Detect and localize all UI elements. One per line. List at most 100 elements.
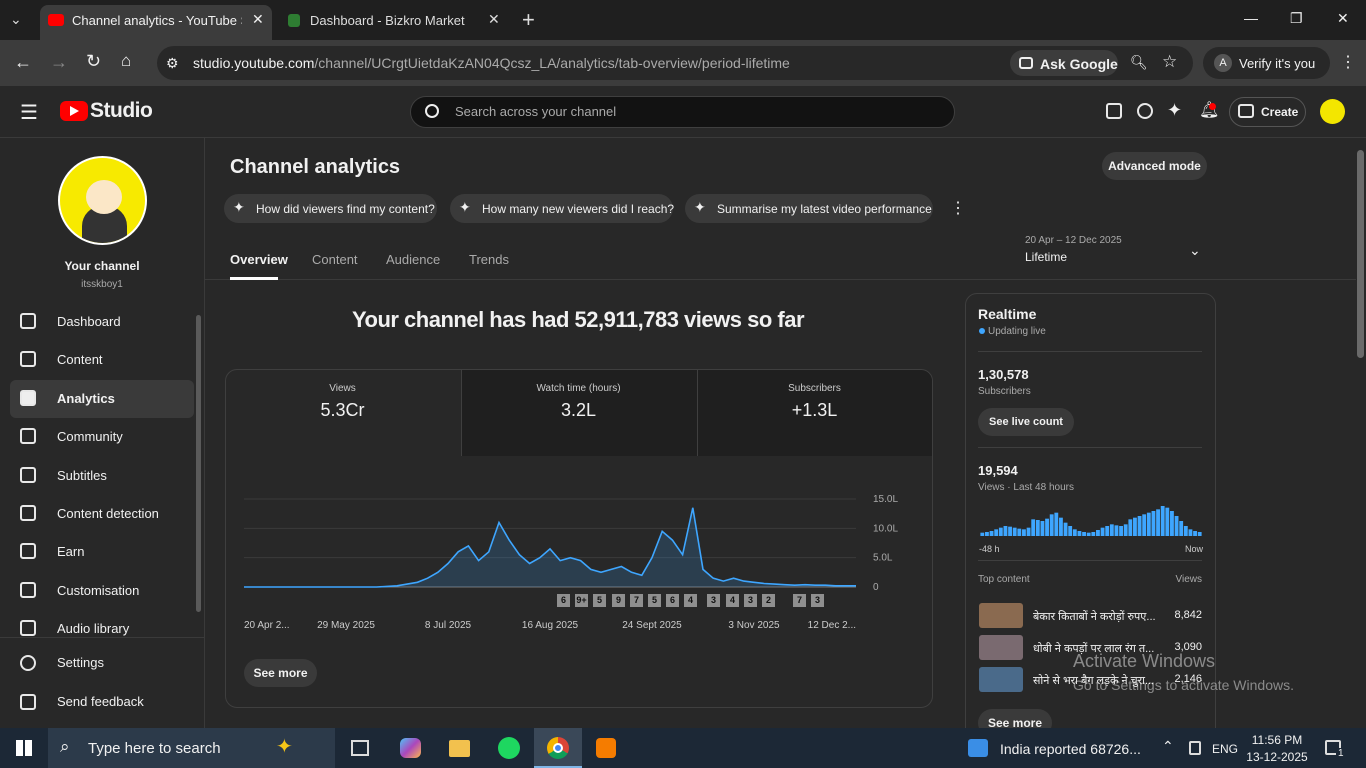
create-label[interactable]: Create [1261,105,1299,119]
see-more[interactable] [244,659,317,687]
advanced-mode[interactable] [1102,152,1207,180]
close-window[interactable]: ✕ [1337,10,1349,26]
video-marker[interactable]: 3 [811,594,824,607]
bookmark[interactable]: ☆ [1162,52,1178,71]
news[interactable]: India reported 68726... [1000,741,1141,757]
metric-label[interactable]: Subscribers [788,383,841,394]
video-marker[interactable]: 4 [684,594,697,607]
reload[interactable]: ↻ [86,51,102,71]
url[interactable]: studio.youtube.com/channel/UCrgtUietdaKz… [193,55,790,71]
ask-google-chip[interactable] [1010,50,1118,76]
menu[interactable]: ⋮ [1340,54,1356,71]
chip[interactable] [685,194,933,223]
create-button[interactable] [1229,97,1306,127]
nav-item[interactable]: Dashboard [57,314,121,329]
nav-settings[interactable]: Settings [57,655,104,670]
video-marker[interactable]: 9 [612,594,625,607]
thumbnail[interactable] [979,667,1023,692]
video-marker[interactable]: 5 [593,594,606,607]
new-tab[interactable]: + [522,7,535,32]
nav-feedback[interactable]: Send feedback [57,694,144,709]
restore[interactable]: ❐ [1290,10,1303,26]
live-count-label[interactable]: See live count [989,416,1063,428]
spotify[interactable] [498,737,520,759]
chip[interactable] [450,194,673,223]
home[interactable]: ⌂ [121,51,132,70]
video-marker[interactable]: 5 [648,594,661,607]
tray-icon[interactable] [1189,741,1201,755]
notification-center[interactable] [1325,740,1341,755]
tab-close[interactable]: ✕ [252,11,264,27]
tab-overview[interactable]: Overview [230,252,288,267]
nav-item[interactable]: Content detection [57,506,159,521]
help-chat-icon[interactable] [1106,103,1122,119]
hamburger[interactable]: ☰ [20,102,38,124]
metric-value[interactable]: +1.3L [791,400,838,420]
chip-label[interactable]: How did viewers find my content? [256,202,435,216]
chip-menu[interactable]: ⋮ [950,200,966,217]
ask-google[interactable]: Ask Google [1040,56,1118,72]
metric-label[interactable]: Watch time (hours) [536,383,621,394]
video-marker[interactable]: 9+ [575,594,588,607]
nav-item[interactable]: Customisation [57,583,140,598]
tab-content[interactable]: Content [312,252,358,267]
nav-item[interactable]: Subtitles [57,468,107,483]
avatar[interactable] [1320,99,1345,124]
video-marker[interactable]: 2 [762,594,775,607]
item-title[interactable]: सोने से भरा बैग लड़के ने चुरा... [1033,675,1155,687]
chip[interactable] [224,194,437,223]
period-range[interactable]: 20 Apr – 12 Dec 2025 [1025,235,1122,246]
nav-item[interactable]: Audio library [57,621,130,636]
search-placeholder[interactable]: Search across your channel [455,104,617,119]
video-marker[interactable]: 3 [744,594,757,607]
live-count-button[interactable] [978,408,1074,436]
channel-avatar[interactable] [58,156,147,245]
thumbnail[interactable] [979,603,1023,628]
nav-item[interactable]: Content [57,352,103,367]
thumbnail[interactable] [979,635,1023,660]
clock-time[interactable]: 11:56 PM [1251,733,1303,747]
search-box[interactable] [410,96,955,128]
task-view[interactable] [351,740,369,756]
channel-name[interactable]: Your channel [64,259,140,273]
see-more-label[interactable]: See more [253,666,308,680]
video-marker[interactable]: 3 [707,594,720,607]
forward[interactable]: → [50,52,68,72]
video-marker[interactable]: 4 [726,594,739,607]
taskbar-search-text[interactable]: Type here to search [88,740,221,757]
logo-text[interactable]: Studio [90,99,153,122]
video-marker[interactable]: 7 [630,594,643,607]
fl-studio[interactable] [596,738,616,758]
video-marker[interactable]: 7 [793,594,806,607]
nav-item[interactable]: Community [57,429,123,444]
item-title[interactable]: धोबी ने कपड़ों पर लाल रंग त... [1033,643,1155,655]
nav-item[interactable]: Analytics [57,391,115,406]
period-chevron[interactable]: ⌄ [1189,242,1201,258]
copilot[interactable] [400,738,421,758]
site-info[interactable]: ⚙ [166,55,179,71]
tab-trends[interactable]: Trends [469,252,509,267]
minimize[interactable]: — [1244,10,1258,26]
language[interactable]: ENG [1212,742,1239,756]
tab-close[interactable]: ✕ [488,11,500,27]
advanced-mode-label[interactable]: Advanced mode [1108,159,1201,173]
taskbar-search[interactable] [48,728,335,768]
tab-title[interactable]: Channel analytics - YouTube Stu [72,13,242,28]
verify[interactable]: Verify it's you [1239,56,1316,71]
start-button[interactable] [16,740,32,756]
back[interactable]: ← [14,52,32,72]
period[interactable]: Lifetime [1025,250,1068,264]
chip-label[interactable]: Summarise my latest video performance [717,202,932,216]
video-marker[interactable]: 6 [557,594,570,607]
see-more-label[interactable]: See more [987,716,1043,730]
item-title[interactable]: बेकार किताबों ने करोड़ों रुपए... [1033,611,1156,623]
ai-icon[interactable]: ✦ [1167,100,1183,120]
tray-chevron[interactable]: ⌃ [1162,738,1174,754]
tab-search[interactable]: ⌄ [10,11,22,27]
active-tab[interactable] [40,5,272,40]
tab-audience[interactable]: Audience [386,252,441,267]
tab-title[interactable]: Dashboard - Bizkro Market [310,13,465,28]
metric-label[interactable]: Views [329,383,356,394]
metric-value[interactable]: 5.3Cr [320,400,365,420]
metric-value[interactable]: 3.2L [560,400,597,420]
